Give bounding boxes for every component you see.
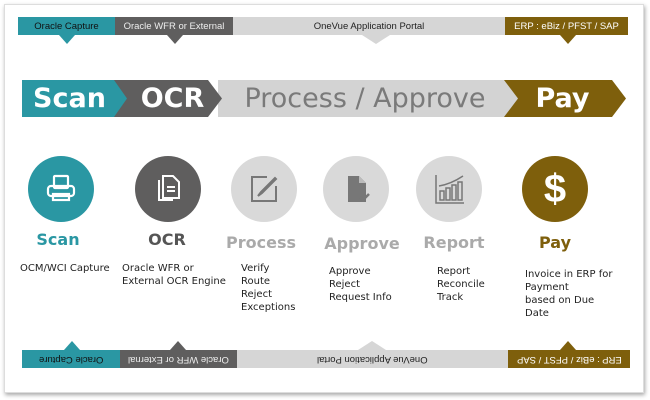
system-erp-bottom: ERP : eBiz / PFST / SAP: [508, 350, 630, 368]
pointer: [560, 341, 576, 350]
phase-process-shape: [218, 80, 518, 117]
system-erp: ERP : eBiz / PFST / SAP: [505, 17, 628, 35]
phase-arrow: [22, 80, 626, 117]
system-label: OneVue Application Portal: [313, 20, 425, 32]
edit-icon: [251, 176, 278, 202]
step-desc-scan: OCM/WCI Capture: [20, 263, 110, 274]
system-label: ERP : eBiz / PFST / SAP: [514, 20, 619, 32]
pointer: [362, 35, 390, 44]
document-check-icon: [348, 176, 370, 202]
step-title-report: Report: [423, 233, 485, 252]
step-process-circle: [231, 156, 297, 222]
system-onevue-portal-bottom: OneVue Application Portal: [237, 350, 508, 368]
step-approve-circle: [323, 156, 389, 222]
system-label: Oracle WFR or External: [128, 353, 229, 365]
pointer: [64, 341, 80, 350]
system-label: Oracle Capture: [38, 353, 104, 365]
bar-chart-icon: [435, 175, 464, 204]
phase-pay-shape: [500, 80, 626, 117]
pointer: [167, 35, 183, 44]
phase-pay: Pay: [535, 83, 590, 114]
system-label: ERP : eBiz / PFST / SAP: [516, 353, 622, 365]
system-label: Oracle Capture: [34, 20, 99, 32]
step-pay-circle: $: [522, 156, 588, 222]
dollar-icon: $: [543, 166, 567, 211]
step-desc-ocr: Oracle WFR or External OCR Engine: [122, 263, 226, 287]
system-onevue-portal: OneVue Application Portal: [233, 17, 505, 35]
documents-icon: [158, 175, 180, 201]
phase-ocr-shape: [110, 80, 222, 117]
system-oracle-wfr-bottom: Oracle WFR or External: [120, 350, 237, 368]
step-desc-approve: Approve Reject Request Info: [329, 266, 392, 303]
step-title-ocr: OCR: [148, 230, 186, 249]
phase-scan: Scan: [33, 83, 106, 114]
system-label: OneVue Application Portal: [317, 353, 428, 365]
pointer: [170, 341, 186, 350]
step-desc-pay: Invoice in ERP for Payment based on Due …: [525, 269, 613, 319]
phase-ocr: OCR: [140, 83, 205, 114]
step-ocr-circle: [135, 156, 201, 222]
phase-process-approve: Process / Approve: [244, 83, 486, 114]
printer-icon: [46, 174, 76, 202]
step-title-approve: Approve: [324, 234, 400, 253]
pointer: [560, 35, 576, 44]
system-label: Oracle WFR or External: [123, 20, 225, 32]
step-title-scan: Scan: [36, 230, 80, 249]
step-desc-process: Verify Route Reject Exceptions: [241, 263, 296, 313]
pointer: [59, 35, 75, 44]
pointer: [358, 341, 386, 350]
system-oracle-capture-bottom: Oracle Capture: [22, 350, 120, 368]
step-scan-circle: [28, 156, 94, 222]
step-title-process: Process: [226, 233, 296, 252]
system-oracle-wfr: Oracle WFR or External: [115, 17, 233, 35]
system-oracle-capture: Oracle Capture: [18, 17, 115, 35]
phase-scan-shape: [22, 80, 127, 117]
step-title-pay: Pay: [538, 233, 572, 252]
step-desc-report: Report Reconcile Track: [437, 266, 485, 303]
step-report-circle: [416, 156, 482, 222]
